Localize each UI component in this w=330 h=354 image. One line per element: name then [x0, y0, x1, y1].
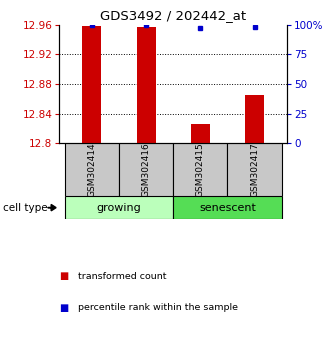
Bar: [227, 143, 282, 196]
Title: GDS3492 / 202442_at: GDS3492 / 202442_at: [100, 9, 246, 22]
Text: cell type: cell type: [3, 202, 48, 213]
Text: senescent: senescent: [199, 202, 256, 213]
Bar: [65, 143, 119, 196]
Bar: [191, 124, 210, 143]
Text: growing: growing: [97, 202, 142, 213]
Text: ■: ■: [59, 303, 69, 313]
Bar: [82, 26, 101, 143]
Text: transformed count: transformed count: [78, 272, 166, 281]
Bar: [65, 196, 173, 219]
Text: ■: ■: [59, 271, 69, 281]
Bar: [173, 143, 227, 196]
Text: GSM302417: GSM302417: [250, 142, 259, 197]
Text: GSM302415: GSM302415: [196, 142, 205, 197]
Bar: [119, 143, 173, 196]
Text: GSM302414: GSM302414: [87, 142, 96, 197]
Bar: [173, 196, 282, 219]
Text: percentile rank within the sample: percentile rank within the sample: [78, 303, 238, 313]
Bar: [245, 95, 264, 143]
Bar: [137, 27, 156, 143]
Text: GSM302416: GSM302416: [142, 142, 150, 197]
